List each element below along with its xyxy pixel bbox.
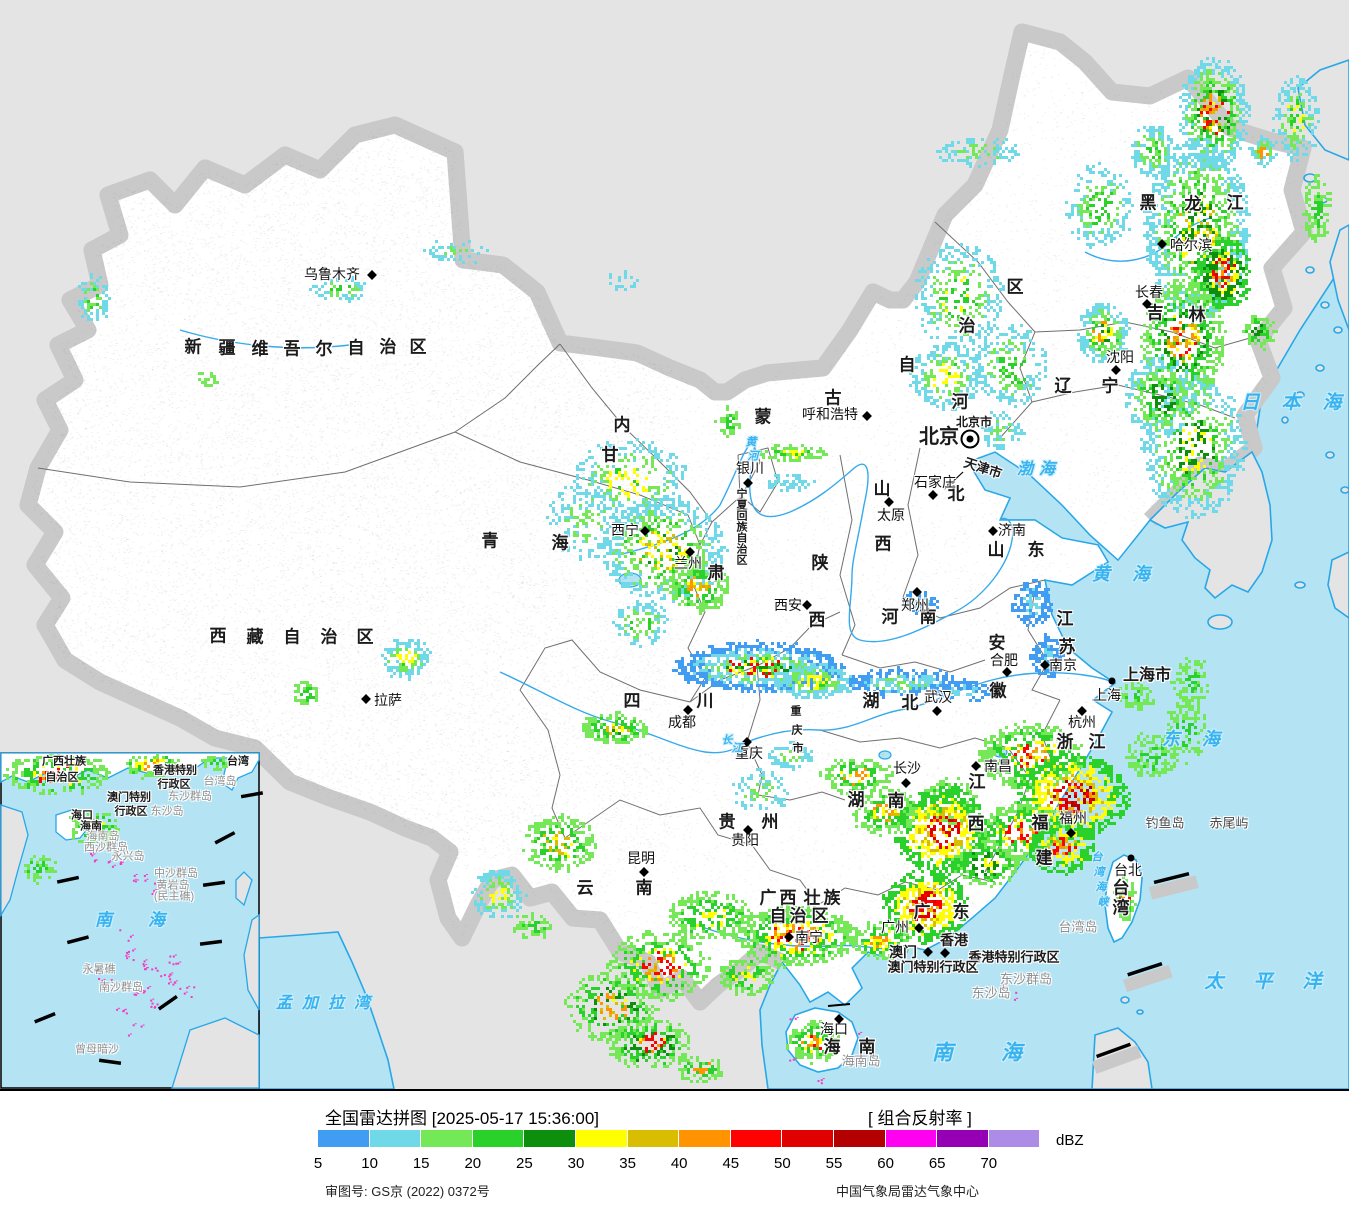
legend-swatch — [421, 1130, 472, 1147]
legend-tick: 20 — [464, 1155, 482, 1172]
legend-swatch — [318, 1130, 369, 1147]
legend-swatch — [575, 1130, 627, 1147]
legend-unit: dBZ — [1056, 1132, 1084, 1149]
legend-credit: 中国气象局雷达气象中心 — [836, 1184, 980, 1199]
legend-swatch — [937, 1130, 988, 1147]
legend-swatch — [782, 1130, 833, 1147]
legend-tick: 30 — [567, 1155, 585, 1172]
legend-ticks: 5 10 15 20 25 30 35 40 45 50 55 60 65 70 — [0, 1155, 1349, 1172]
legend-swatch — [524, 1130, 575, 1147]
legend-swatch — [369, 1130, 421, 1147]
legend-swatch — [472, 1130, 524, 1147]
legend-panel: 全国雷达拼图 [2025-05-17 15:36:00] [ 组合反射率 ] d… — [0, 1091, 1349, 1208]
legend-tick: 55 — [825, 1155, 843, 1172]
legend-product: [ 组合反射率 ] — [868, 1109, 972, 1128]
legend-title: 全国雷达拼图 [2025-05-17 15:36:00] — [325, 1109, 600, 1128]
legend-tick: 40 — [670, 1155, 688, 1172]
legend-tick: 35 — [619, 1155, 636, 1172]
legend-tick: 25 — [516, 1155, 533, 1172]
radar-echo-layer — [0, 0, 1349, 1089]
legend-swatch — [885, 1130, 937, 1147]
legend-tick: 45 — [722, 1155, 740, 1172]
legend-swatch — [730, 1130, 782, 1147]
legend-tick: 5 — [313, 1155, 323, 1172]
legend-swatch — [988, 1130, 1040, 1147]
legend-swatch — [833, 1130, 885, 1147]
legend-tick: 10 — [361, 1155, 378, 1172]
legend-tick: 70 — [980, 1155, 998, 1172]
legend-tick: 15 — [412, 1155, 430, 1172]
legend-survey-number: 审图号: GS京 (2022) 0372号 — [325, 1184, 490, 1199]
map-area: 黑龙江吉林辽宁内蒙古自治区新疆维吾尔自治区西藏自治区青海甘肃陕西山西河北山东河南… — [0, 0, 1349, 1091]
legend-tick: 50 — [774, 1155, 791, 1172]
legend-tick: 60 — [877, 1155, 894, 1172]
legend-swatch — [627, 1130, 679, 1147]
legend-colorbar — [318, 1130, 1040, 1147]
legend-swatch — [679, 1130, 730, 1147]
legend-tick: 65 — [928, 1155, 946, 1172]
